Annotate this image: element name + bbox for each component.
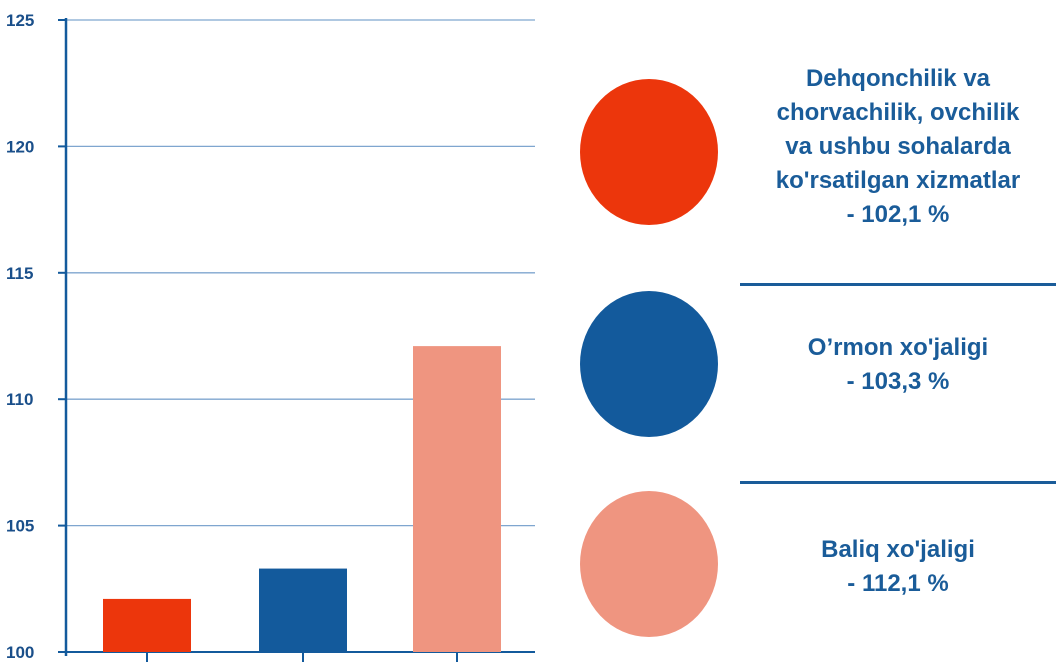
legend-divider xyxy=(740,283,1056,286)
bar-1 xyxy=(103,598,191,652)
legend-line: O’rmon xo'jaligi xyxy=(807,334,989,361)
legend-line: Dehqonchilik va xyxy=(805,65,991,92)
legend-circle-ormon xyxy=(580,291,718,437)
y-tick-label: 110 xyxy=(6,390,33,409)
legend-value: - 102,1 % xyxy=(846,201,950,228)
legend-line: chorvachilik, ovchilik xyxy=(776,99,1020,126)
bar-3 xyxy=(413,346,501,652)
legend-value: - 103,3 % xyxy=(846,368,950,395)
legend-line: Baliq xo'jaligi xyxy=(821,536,975,563)
legend-circle-baliq xyxy=(580,491,718,637)
y-tick-label: 100 xyxy=(6,643,34,662)
y-tick-label: 115 xyxy=(6,264,33,283)
y-tick-label: 125 xyxy=(6,11,34,30)
bar-2 xyxy=(259,568,347,652)
bar-chart: 100 105 110 115 120 125 xyxy=(6,11,535,662)
legend-line: va ushbu sohalarda xyxy=(785,133,1011,160)
y-tick-label: 105 xyxy=(6,517,34,536)
legend-label-ormon: O’rmon xo'jaligi - 103,3 % xyxy=(740,331,1056,399)
y-tick-label: 120 xyxy=(6,137,34,156)
legend-value: - 112,1 % xyxy=(847,570,949,597)
legend-label-dehqonchilik: Dehqonchilik va chorvachilik, ovchilik v… xyxy=(740,62,1056,232)
legend-divider xyxy=(740,481,1056,484)
legend-label-baliq: Baliq xo'jaligi - 112,1 % xyxy=(740,533,1056,601)
legend-circle-dehqonchilik xyxy=(580,79,718,225)
legend-line: ko'rsatilgan xizmatlar xyxy=(775,167,1021,194)
